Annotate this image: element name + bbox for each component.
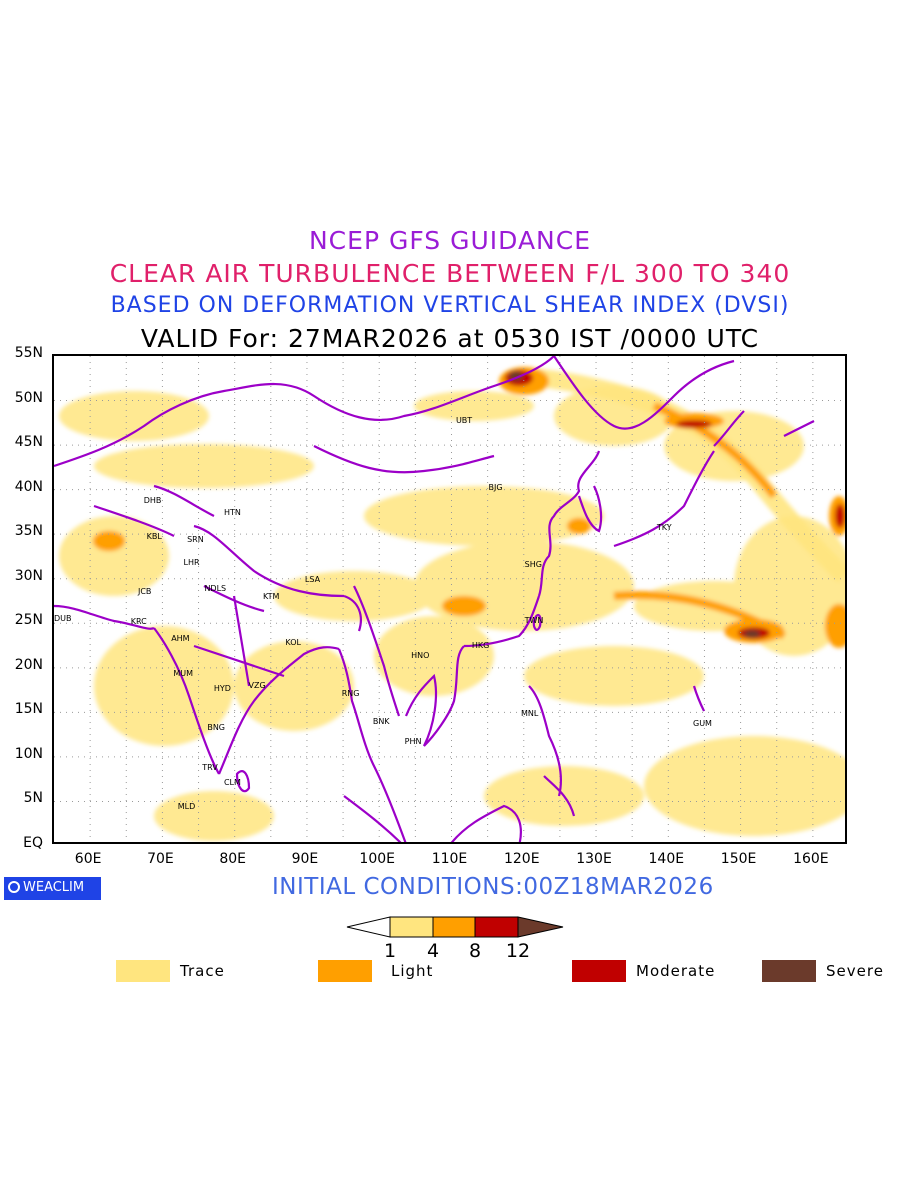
- legend-label-light: Light: [391, 962, 434, 980]
- city-label-kbl: KBL: [146, 531, 162, 541]
- city-label-tky: TKY: [656, 522, 672, 532]
- city-label-twn: TWN: [524, 616, 544, 626]
- latitude-label: 15N: [14, 701, 43, 718]
- city-label-bng: BNG: [207, 723, 225, 733]
- latitude-label: 5N: [23, 790, 43, 807]
- city-label-clm: CLM: [223, 777, 241, 787]
- legend-swatch-severe: [762, 960, 816, 982]
- longitude-label: 80E: [219, 851, 247, 867]
- city-label-ahm: AHM: [171, 634, 190, 644]
- turbulence-map: [54, 356, 845, 842]
- turbulence-field: [59, 367, 845, 841]
- latitude-label: 25N: [14, 612, 43, 629]
- longitude-label: 120E: [503, 851, 540, 867]
- title-model: NCEP GFS GUIDANCE: [308, 226, 591, 255]
- colorbar-moderate: [474, 916, 519, 938]
- longitude-label: 90E: [291, 851, 319, 867]
- weaclim-logo[interactable]: WEACLIM: [4, 877, 101, 900]
- city-label-hyd: HYD: [213, 683, 231, 693]
- colorbar-trace: [389, 916, 434, 938]
- title-product: CLEAR AIR TURBULENCE BETWEEN F/L 300 TO …: [109, 259, 791, 288]
- city-label-trv: TRV: [202, 763, 218, 773]
- city-label-mld: MLD: [177, 801, 196, 811]
- lat-lon-grid: [54, 356, 845, 842]
- city-label-dhb: DHB: [143, 496, 162, 505]
- legend-swatch-moderate: [572, 960, 626, 982]
- longitude-label: 160E: [793, 851, 829, 867]
- city-label-ktm: KTM: [262, 592, 280, 602]
- city-label-hno: HNO: [411, 651, 430, 661]
- colorbar-tick: 8: [468, 940, 482, 962]
- map-panel: [52, 354, 847, 844]
- longitude-label: 60E: [74, 851, 102, 867]
- city-label-dub: DUB: [54, 614, 72, 624]
- city-label-lhr: LHR: [183, 558, 200, 568]
- colorbar-light: [432, 916, 476, 938]
- title-valid-time: VALID For: 27MAR2026 at 0530 IST /0000 U…: [140, 324, 760, 353]
- colorbar-severe: [517, 916, 564, 938]
- weaclim-text: WEACLIM: [23, 880, 85, 895]
- city-label-mum: MUM: [173, 668, 194, 678]
- city-label-jcb: JCB: [137, 586, 152, 596]
- latitude-label: 55N: [14, 345, 43, 361]
- legend-label-severe: Severe: [826, 962, 884, 980]
- city-label-srn: SRN: [187, 535, 204, 545]
- legend-label-moderate: Moderate: [636, 962, 716, 980]
- city-label-vzg: VZG: [248, 681, 266, 691]
- city-label-gum: GUM: [693, 718, 712, 728]
- city-label-krc: KRC: [130, 617, 147, 627]
- city-label-ndls: NDLS: [204, 584, 227, 594]
- city-label-hkg: HKG: [471, 641, 490, 651]
- coastlines: [54, 356, 815, 842]
- latitude-label: 10N: [14, 745, 43, 762]
- city-label-htn: HTN: [223, 508, 241, 518]
- latitude-label: 40N: [14, 478, 43, 495]
- longitude-label: 130E: [576, 851, 612, 867]
- latitude-label: 50N: [14, 389, 43, 406]
- longitude-label: 70E: [147, 851, 174, 867]
- title-index: BASED ON DEFORMATION VERTICAL SHEAR INDE…: [110, 293, 790, 318]
- legend-swatch-trace: [116, 960, 170, 982]
- legend-label-trace: Trace: [180, 962, 225, 980]
- initial-conditions: INITIAL CONDITIONS:00Z18MAR2026: [272, 874, 714, 900]
- weaclim-circle-icon: [8, 881, 20, 893]
- latitude-label: 30N: [14, 567, 43, 584]
- city-label-rng: RNG: [341, 689, 360, 699]
- latitude-label: 35N: [14, 523, 43, 540]
- colorbar-tick: 12: [505, 940, 531, 962]
- latitude-label: 45N: [14, 434, 43, 451]
- colorbar: [346, 916, 564, 938]
- legend-swatch-light: [318, 960, 372, 982]
- colorbar-under: [346, 916, 391, 938]
- longitude-label: 140E: [648, 851, 685, 867]
- latitude-label: EQ: [23, 835, 43, 851]
- colorbar-tick: 4: [426, 940, 440, 962]
- longitude-label: 100E: [359, 851, 396, 867]
- latitude-label: 20N: [14, 656, 43, 673]
- city-label-mnl: MNL: [521, 708, 539, 718]
- colorbar-tick: 1: [383, 940, 397, 962]
- city-label-bjg: BJG: [488, 482, 503, 492]
- longitude-label: 150E: [720, 851, 757, 867]
- city-label-kol: KOL: [285, 637, 301, 647]
- city-label-phn: PHN: [404, 736, 422, 746]
- city-label-bnk: BNK: [372, 716, 390, 726]
- city-label-shg: SHG: [524, 560, 542, 570]
- city-label-ubt: UBT: [455, 415, 473, 425]
- longitude-label: 110E: [431, 851, 468, 867]
- city-label-lsa: LSA: [304, 575, 321, 585]
